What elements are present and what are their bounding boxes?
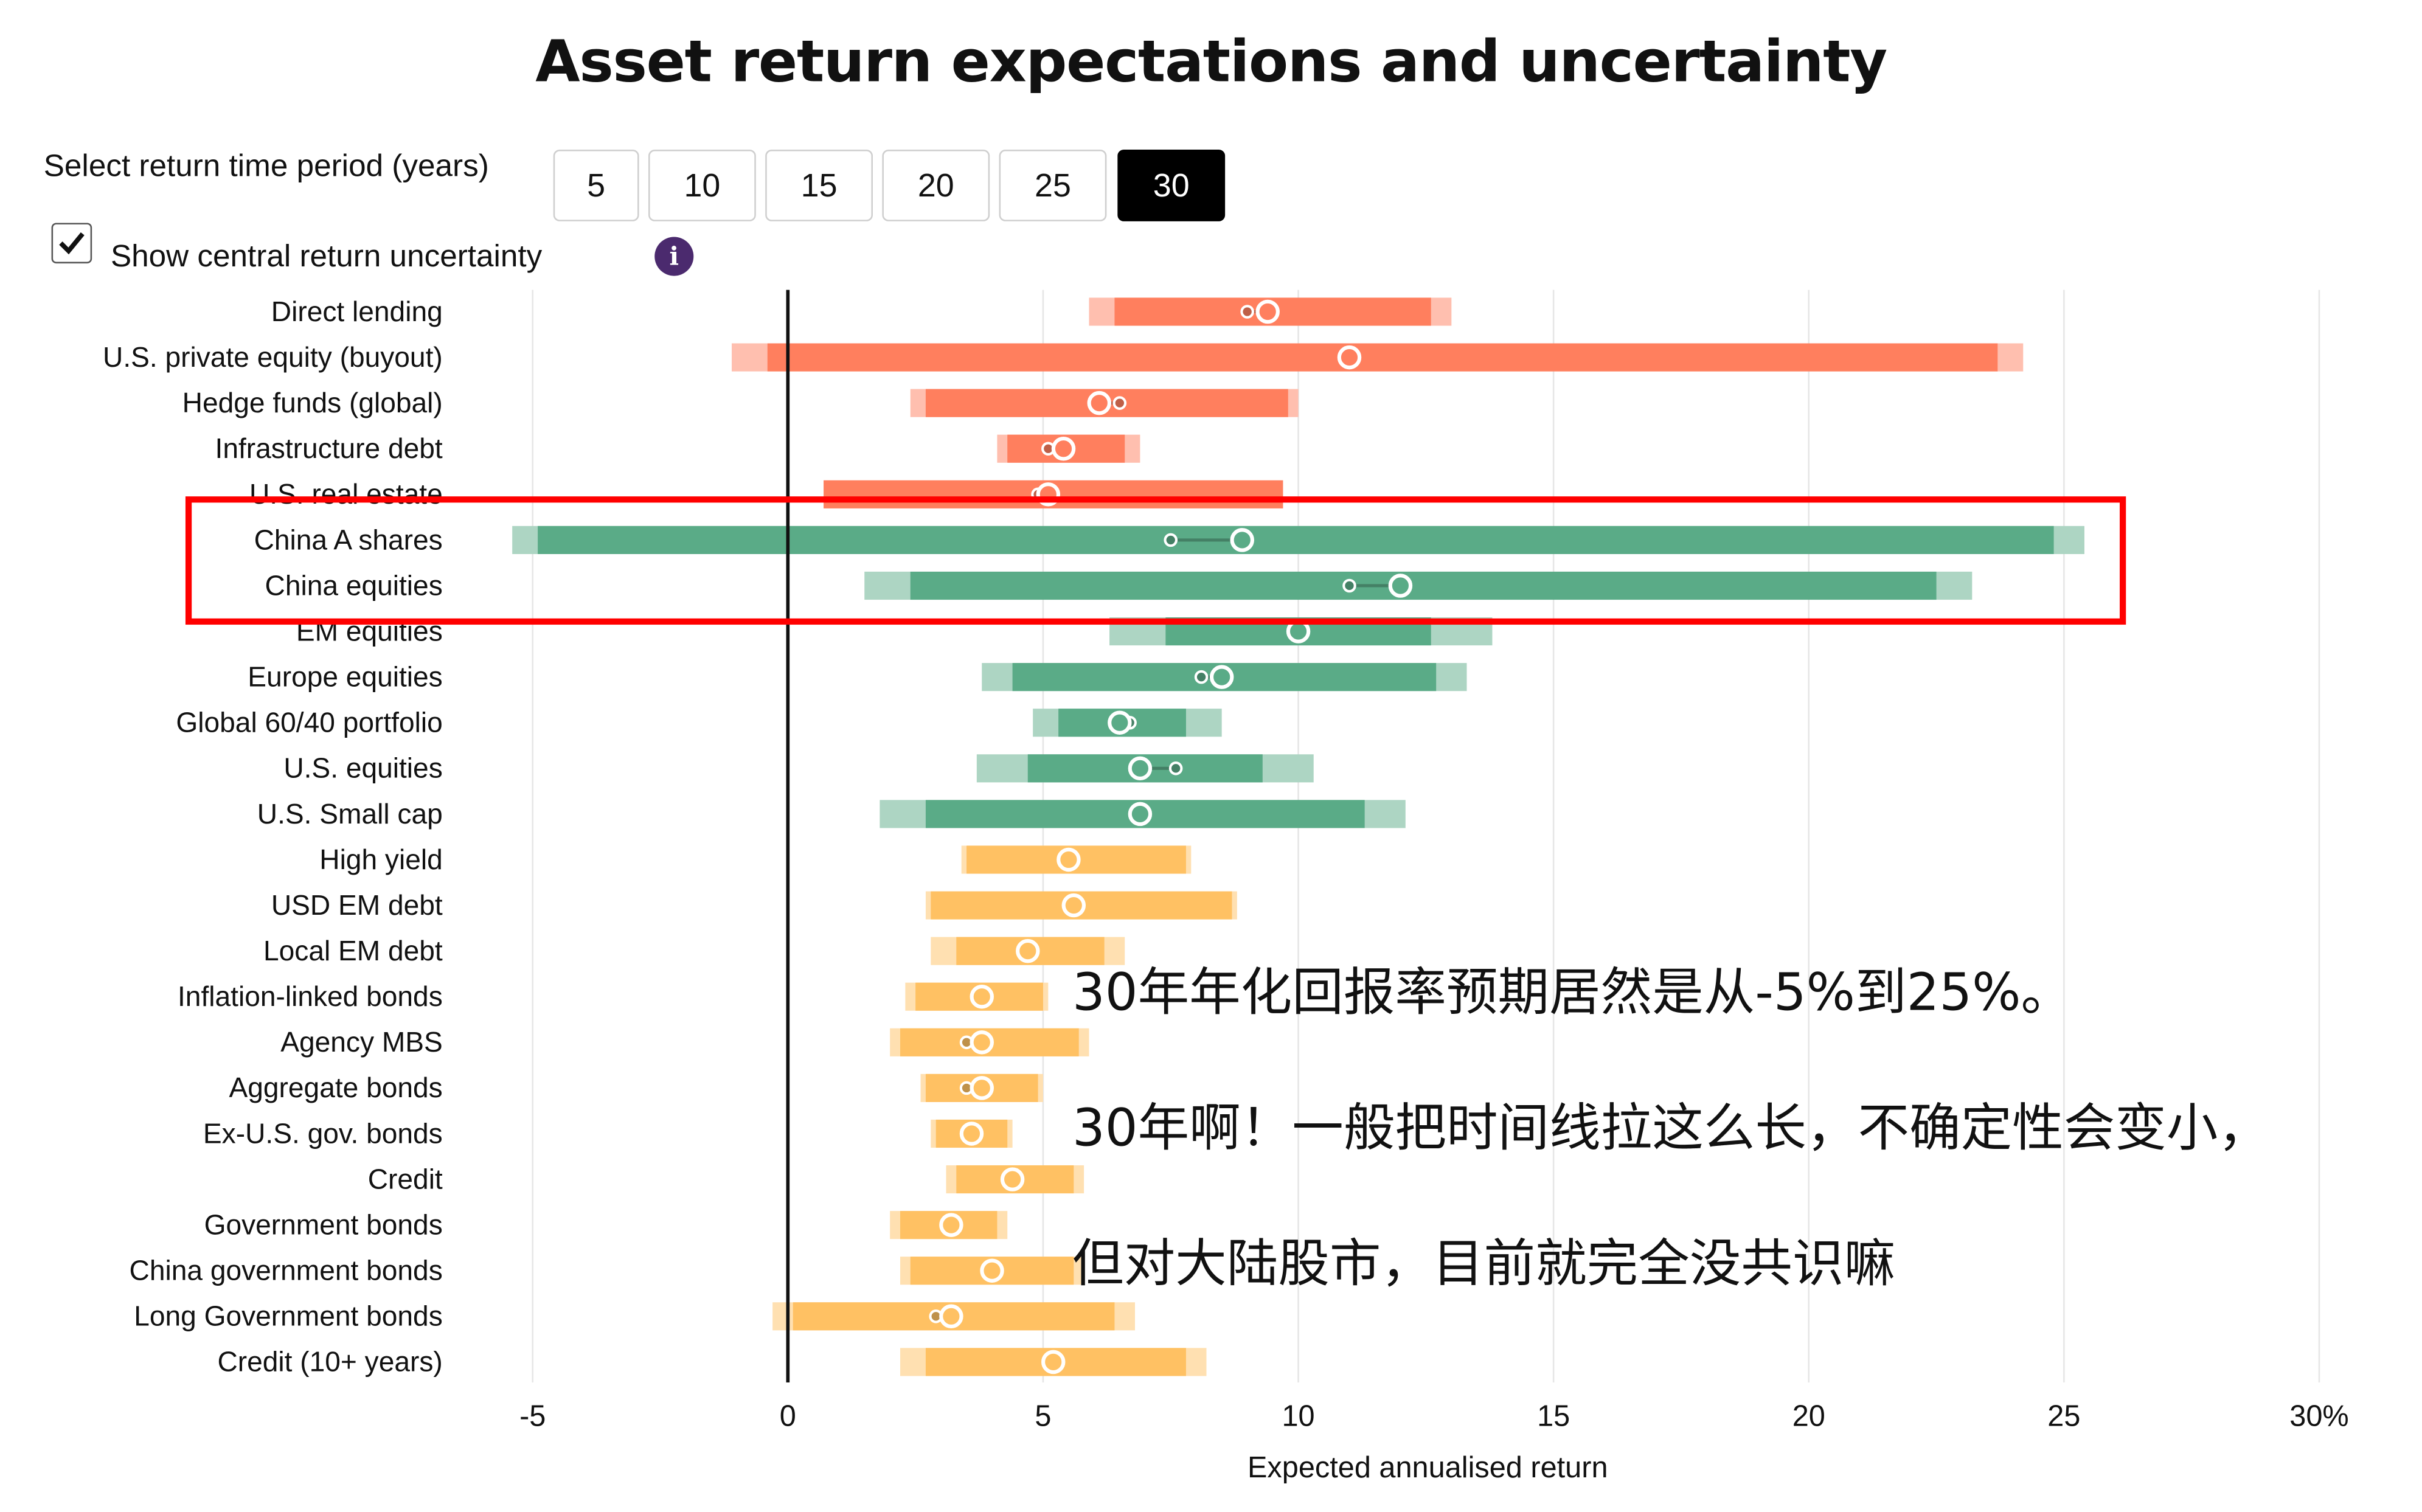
- category-label: Local EM debt: [263, 935, 443, 966]
- central-return-point: [939, 1304, 963, 1329]
- category-label: U.S. Small cap: [257, 798, 443, 830]
- period-button-5[interactable]: 5: [553, 150, 639, 221]
- x-axis-label: Expected annualised return: [1247, 1451, 1608, 1484]
- central-return-point: [1337, 345, 1362, 370]
- category-label: Hedge funds (global): [182, 387, 443, 418]
- alt-return-point: [1240, 305, 1254, 319]
- central-return-point: [970, 1030, 994, 1055]
- central-return-point: [1016, 938, 1040, 963]
- category-label: Aggregate bonds: [229, 1072, 443, 1103]
- category-label: U.S. real estate: [249, 478, 443, 510]
- alt-return-point: [1112, 396, 1127, 410]
- x-tick-label: -5: [519, 1400, 546, 1433]
- period-button-25[interactable]: 25: [999, 150, 1107, 221]
- central-return-point: [1128, 802, 1153, 827]
- central-return-point: [1209, 665, 1234, 689]
- central-return-point: [1230, 528, 1254, 552]
- central-return-point: [970, 984, 994, 1009]
- central-return-point: [1087, 390, 1111, 415]
- x-tick-label: 15: [1537, 1400, 1570, 1433]
- category-label: Agency MBS: [280, 1026, 443, 1058]
- period-selector-label: Select return time period (years): [43, 150, 489, 184]
- x-tick-label: 5: [1035, 1400, 1051, 1433]
- alt-return-point: [1168, 761, 1183, 775]
- x-tick-label: 30%: [2289, 1400, 2348, 1433]
- central-return-point: [1108, 710, 1132, 735]
- x-tick-label: 25: [2047, 1400, 2080, 1433]
- category-label: USD EM debt: [271, 889, 443, 921]
- inner-range-bar: [538, 525, 2054, 554]
- period-button-15[interactable]: 15: [765, 150, 873, 221]
- annotation-line-1: 30年年化回报率预期居然是从-5%到25%。: [1072, 962, 2073, 1022]
- category-label: Direct lending: [271, 296, 443, 327]
- annotation-line-2: 30年啊！一般把时间线拉这么长，不确定性会变小，: [1072, 1097, 2269, 1158]
- category-label: Infrastructure debt: [215, 432, 443, 464]
- central-return-point: [1051, 437, 1076, 461]
- category-label: Credit (10+ years): [217, 1346, 442, 1378]
- period-button-30[interactable]: 30: [1117, 150, 1226, 221]
- category-label: High yield: [319, 844, 442, 875]
- central-return-point: [1041, 1350, 1066, 1375]
- category-label: China government bonds: [130, 1255, 443, 1286]
- period-button-20[interactable]: 20: [882, 150, 990, 221]
- central-return-point: [1061, 893, 1086, 918]
- uncertainty-label: Show central return uncertainty: [110, 240, 543, 274]
- uncertainty-checkbox[interactable]: [51, 223, 92, 264]
- annotation-line-3: 但对大陆股市，目前就完全没共识嘛: [1072, 1232, 1895, 1294]
- category-label: Government bonds: [204, 1209, 443, 1241]
- chart-title: Asset return expectations and uncertaint…: [535, 28, 1887, 95]
- category-label: China A shares: [254, 524, 443, 555]
- category-label: U.S. equities: [283, 752, 442, 784]
- category-label: Inflation-linked bonds: [178, 980, 443, 1012]
- period-button-10[interactable]: 10: [648, 150, 756, 221]
- central-return-point: [959, 1122, 984, 1146]
- category-label: China equities: [265, 569, 443, 601]
- category-label: Credit: [368, 1163, 443, 1195]
- inner-range-bar: [767, 343, 1998, 372]
- central-return-point: [980, 1258, 1004, 1283]
- alt-return-point: [1194, 670, 1209, 684]
- category-label: Europe equities: [248, 661, 442, 693]
- central-return-point: [1000, 1167, 1025, 1191]
- alt-return-point: [1342, 578, 1356, 593]
- category-label: U.S. private equity (buyout): [103, 341, 443, 373]
- central-return-point: [1128, 756, 1153, 781]
- central-return-point: [939, 1213, 963, 1237]
- central-return-point: [1388, 574, 1413, 598]
- highlight-box: [185, 496, 2126, 625]
- x-tick-label: 20: [1792, 1400, 1825, 1433]
- inner-range-bar: [910, 571, 1937, 600]
- central-return-point: [1057, 847, 1081, 872]
- category-label: Global 60/40 portfolio: [176, 707, 442, 738]
- category-label: Long Government bonds: [134, 1300, 443, 1332]
- category-label: Ex-U.S. gov. bonds: [203, 1117, 443, 1149]
- check-icon: [59, 232, 85, 255]
- central-return-point: [1255, 299, 1280, 324]
- info-icon[interactable]: i: [654, 237, 694, 276]
- alt-return-point: [1164, 533, 1178, 547]
- x-tick-label: 0: [780, 1400, 796, 1433]
- x-tick-label: 10: [1282, 1400, 1314, 1433]
- central-return-point: [970, 1076, 994, 1100]
